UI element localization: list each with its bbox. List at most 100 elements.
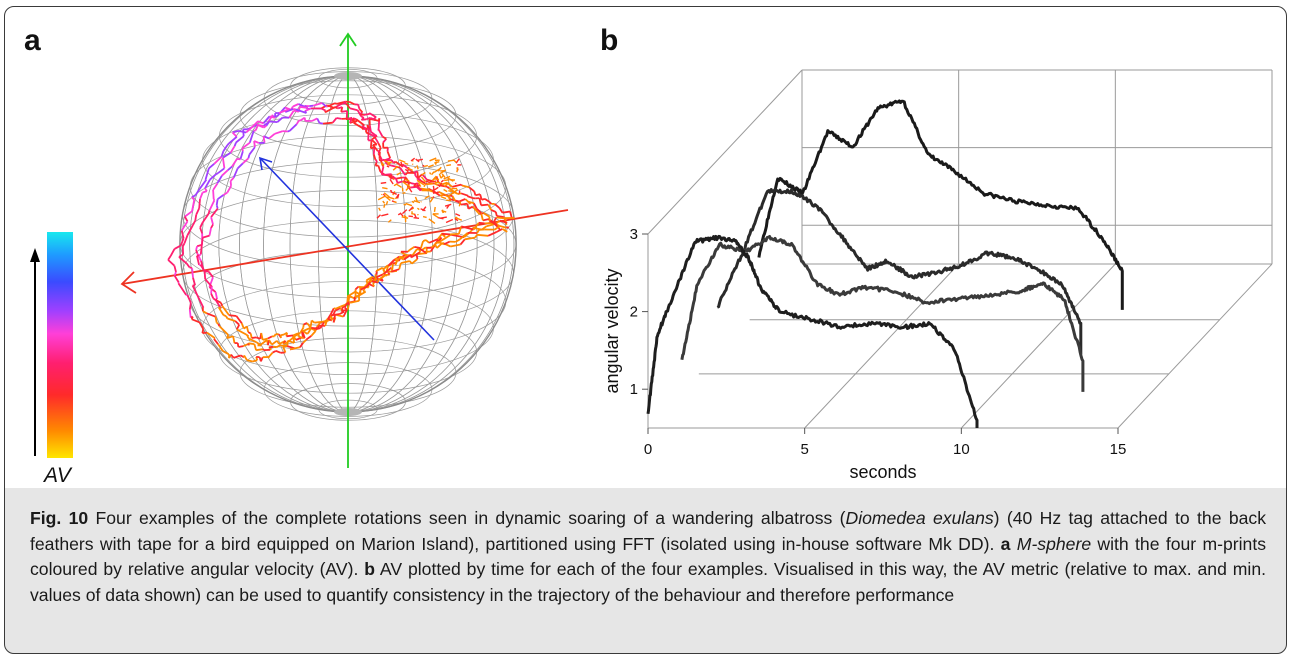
m-print-tangle bbox=[455, 213, 461, 217]
caption-a-label: a bbox=[1000, 533, 1011, 554]
m-print-tangle bbox=[382, 200, 386, 204]
m-print-segment bbox=[365, 116, 371, 121]
caption-text-4: AV plotted by time for each of the four … bbox=[30, 559, 1266, 605]
m-print-segment bbox=[398, 262, 402, 270]
caption-text-1: Four examples of the complete rotations … bbox=[88, 508, 846, 528]
av-series-line bbox=[646, 234, 979, 428]
m-print-segment bbox=[167, 259, 176, 267]
m-print-segment bbox=[237, 162, 244, 169]
m-print-tangle bbox=[440, 216, 447, 219]
m-print-segment bbox=[282, 341, 287, 345]
m-print-segment bbox=[314, 320, 325, 324]
m-print-segment bbox=[198, 257, 202, 262]
m-print-segment bbox=[218, 325, 229, 336]
m-print-tangle bbox=[416, 207, 420, 211]
m-print-segment bbox=[358, 289, 362, 296]
m-print-tangle bbox=[422, 206, 427, 212]
m-print-segment bbox=[363, 113, 370, 116]
m-print-segment bbox=[214, 291, 218, 300]
m-print-segment bbox=[247, 154, 251, 159]
m-print-segment bbox=[337, 106, 343, 110]
m-print-tangle bbox=[388, 175, 394, 179]
m-print-segment bbox=[475, 193, 481, 197]
m-print-segment bbox=[254, 124, 259, 131]
m-print-tangle bbox=[389, 179, 394, 185]
m-print-segment bbox=[458, 198, 466, 203]
m-print-tangle bbox=[429, 172, 432, 175]
m-print-segment bbox=[191, 318, 201, 324]
m-print-segment bbox=[268, 133, 276, 140]
m-print-tangle bbox=[416, 179, 425, 186]
m-print-segment bbox=[487, 204, 493, 211]
m-print-segment bbox=[288, 335, 296, 342]
m-print-tangle bbox=[402, 191, 406, 195]
m-print-segment bbox=[460, 202, 468, 206]
m-print-segment bbox=[181, 242, 186, 247]
m-print-segment bbox=[489, 219, 500, 229]
m-print-segment bbox=[268, 345, 274, 349]
m-print-segment bbox=[203, 270, 207, 280]
m-print-tangle bbox=[401, 216, 409, 219]
m-print-tangle bbox=[432, 185, 435, 191]
m-print-segment bbox=[236, 328, 247, 336]
m-print-segment bbox=[474, 234, 478, 239]
av-series-line bbox=[716, 188, 1083, 355]
caption-fig-label: Fig. 10 bbox=[30, 508, 89, 528]
m-print-tangle bbox=[437, 166, 442, 172]
m-print-segment bbox=[334, 106, 338, 110]
m-print-segment bbox=[431, 175, 438, 182]
m-print-tangle bbox=[434, 161, 438, 165]
m-print-segment bbox=[220, 150, 225, 158]
m-print-segment bbox=[302, 339, 307, 344]
floor-gridline bbox=[804, 263, 960, 429]
m-print-segment bbox=[265, 120, 271, 127]
m-print-segment bbox=[379, 155, 384, 162]
m-print-segment bbox=[180, 230, 185, 239]
m-print-segment bbox=[196, 255, 200, 266]
angular-velocity-chart: 0 5 10 15 1 2 3 seconds angular velocity bbox=[602, 69, 1273, 482]
m-print-segment bbox=[477, 212, 481, 215]
m-print-segment bbox=[226, 185, 232, 194]
m-print-segment bbox=[263, 125, 267, 129]
m-print-segment bbox=[226, 142, 230, 146]
m-print-segment bbox=[278, 108, 290, 114]
y-tick-label: 2 bbox=[630, 304, 638, 321]
m-print-segment bbox=[199, 264, 206, 272]
m-print-segment bbox=[253, 129, 256, 132]
m-print-tangle bbox=[399, 212, 404, 217]
m-print-tangle bbox=[376, 214, 381, 219]
x-tick-label: 5 bbox=[800, 441, 808, 458]
m-print-tangle bbox=[387, 219, 392, 223]
m-print-tangle bbox=[428, 218, 436, 225]
m-print-tangle bbox=[444, 203, 452, 207]
m-print-segment bbox=[210, 207, 219, 218]
m-print-segment bbox=[458, 226, 463, 235]
x-axis-label: seconds bbox=[849, 462, 916, 482]
m-print-segment bbox=[396, 255, 400, 259]
m-print-segment bbox=[335, 305, 342, 310]
m-print-segment bbox=[490, 209, 497, 213]
m-print-tangle bbox=[384, 160, 389, 164]
m-print-segment bbox=[255, 348, 264, 352]
figure-frame bbox=[4, 6, 1287, 654]
m-print-segment bbox=[295, 336, 302, 341]
m-print-segment bbox=[420, 240, 424, 249]
m-print-segment bbox=[358, 290, 367, 297]
m-print-tangle bbox=[411, 200, 415, 204]
m-print-segment bbox=[341, 308, 348, 312]
m-print-segment bbox=[199, 221, 204, 229]
m-print-segment bbox=[330, 313, 340, 317]
m-print-segment bbox=[249, 333, 253, 339]
m-print-tangle bbox=[386, 165, 390, 168]
m-print-segment bbox=[439, 194, 444, 197]
m-print-segment bbox=[210, 293, 215, 299]
m-print-segment bbox=[299, 342, 304, 348]
m-print-segment bbox=[201, 237, 204, 245]
chart-series bbox=[646, 99, 1124, 428]
m-print-segment bbox=[188, 302, 192, 310]
m-print-segment bbox=[391, 159, 395, 164]
m-print-segment bbox=[208, 200, 216, 211]
m-print-segment bbox=[380, 166, 385, 175]
m-print-segment bbox=[368, 124, 372, 132]
m-print-segment bbox=[214, 316, 218, 323]
